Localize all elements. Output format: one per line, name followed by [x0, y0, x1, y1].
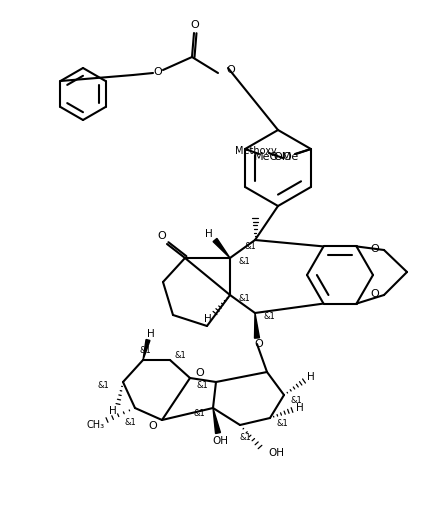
Text: &1: &1: [174, 351, 186, 360]
Text: H: H: [205, 229, 213, 239]
Text: &1: &1: [263, 312, 275, 320]
Text: O: O: [370, 244, 379, 254]
Text: H: H: [296, 403, 304, 413]
Text: OMe: OMe: [273, 152, 298, 162]
Text: &1: &1: [238, 257, 250, 266]
Text: O: O: [195, 368, 204, 378]
Text: OH: OH: [212, 436, 228, 446]
Text: &1: &1: [290, 396, 302, 405]
Text: H: H: [307, 372, 315, 382]
Text: H: H: [147, 329, 155, 339]
Text: &1: &1: [124, 417, 136, 427]
Text: H: H: [109, 406, 117, 416]
Text: &1: &1: [97, 381, 109, 389]
Text: H: H: [204, 314, 212, 324]
Text: &1: &1: [196, 381, 208, 389]
Text: O: O: [148, 421, 157, 431]
Polygon shape: [213, 239, 230, 258]
Text: &1: &1: [244, 242, 256, 250]
Polygon shape: [143, 339, 150, 360]
Text: O: O: [154, 67, 162, 77]
Text: &1: &1: [139, 345, 151, 355]
Text: &1: &1: [239, 432, 251, 442]
Polygon shape: [254, 313, 259, 338]
Text: &1: &1: [276, 419, 288, 428]
Text: &1: &1: [193, 408, 205, 417]
Text: &1: &1: [238, 293, 250, 303]
Text: O: O: [255, 339, 263, 349]
Text: O: O: [226, 65, 235, 75]
Text: O: O: [190, 20, 199, 30]
Text: OH: OH: [268, 448, 284, 458]
Text: Methoxy: Methoxy: [235, 146, 277, 156]
Text: O: O: [158, 231, 167, 241]
Text: CH₃: CH₃: [87, 420, 105, 430]
Text: O: O: [282, 152, 291, 162]
Text: MeO: MeO: [253, 152, 279, 162]
Text: O: O: [370, 289, 379, 299]
Polygon shape: [213, 408, 220, 433]
